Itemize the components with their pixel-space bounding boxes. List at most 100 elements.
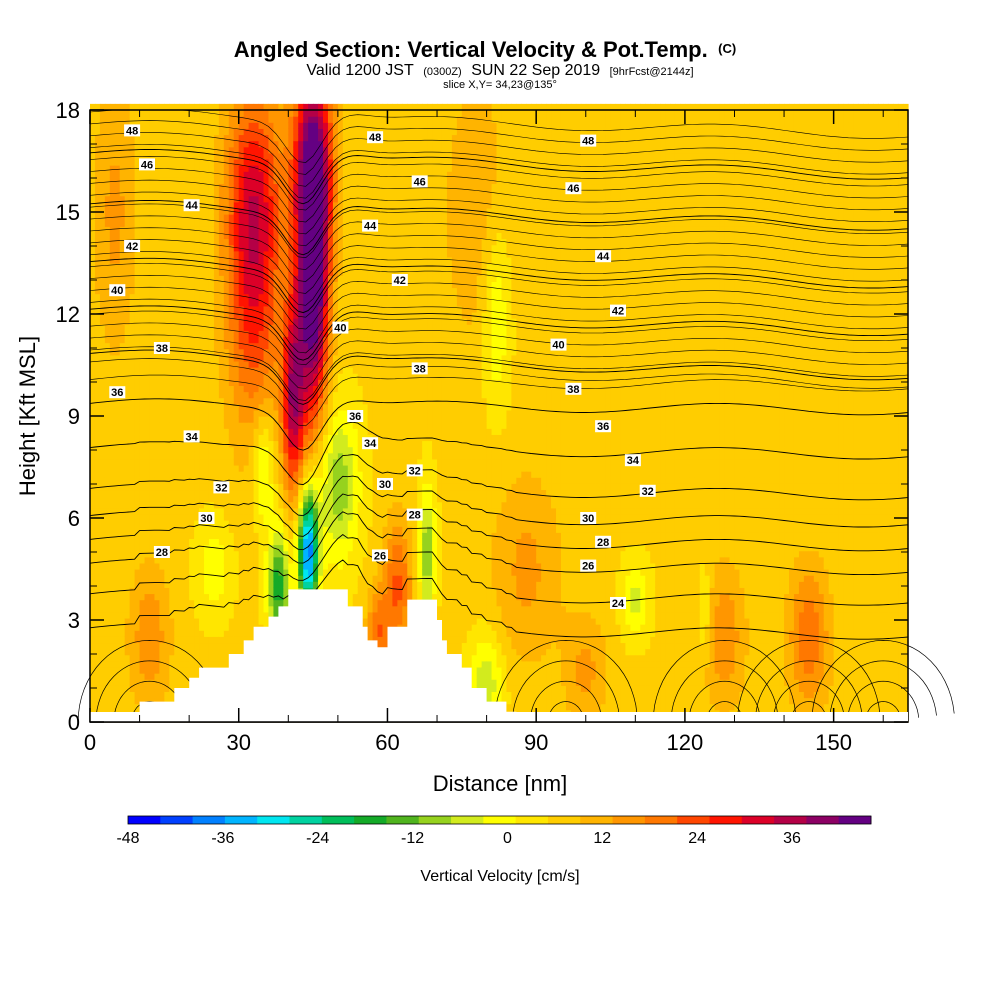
velocity-cell [283, 409, 289, 417]
velocity-cell [253, 342, 260, 350]
velocity-cell [199, 575, 205, 582]
velocity-cell [104, 464, 111, 472]
velocity-cell [213, 379, 220, 386]
velocity-cell [169, 110, 175, 117]
velocity-cell [189, 281, 195, 289]
velocity-cell [104, 446, 111, 454]
velocity-cell [149, 697, 156, 705]
velocity-cell [253, 544, 260, 552]
velocity-cell [318, 201, 324, 209]
velocity-cell [194, 354, 200, 362]
velocity-cell [253, 562, 260, 570]
velocity-cell [124, 220, 131, 227]
velocity-cell [233, 605, 240, 613]
velocity-cell [293, 416, 299, 423]
velocity-cell [184, 489, 190, 497]
velocity-cell [288, 134, 294, 142]
velocity-cell [134, 152, 141, 160]
velocity-cell [104, 489, 111, 497]
velocity-cell [169, 416, 175, 423]
velocity-cell [129, 562, 136, 570]
velocity-cell [208, 116, 215, 123]
velocity-cell [318, 532, 324, 539]
velocity-cell [90, 281, 96, 289]
velocity-cell [223, 165, 230, 172]
velocity-cell [283, 201, 289, 209]
velocity-cell [159, 311, 165, 319]
velocity-cell [169, 611, 175, 619]
velocity-cell [243, 532, 250, 539]
velocity-cell [179, 122, 185, 129]
velocity-cell [238, 232, 245, 240]
velocity-cell [199, 532, 205, 539]
velocity-cell [273, 146, 279, 154]
velocity-cell [253, 409, 260, 417]
velocity-cell [263, 275, 270, 282]
velocity-cell [194, 305, 200, 313]
velocity-cell [238, 367, 245, 374]
velocity-cell [194, 562, 200, 570]
velocity-cell [233, 207, 240, 215]
velocity-cell [119, 532, 126, 539]
velocity-cell [318, 146, 324, 154]
velocity-cell [114, 471, 121, 478]
velocity-cell [90, 440, 96, 448]
velocity-cell [114, 146, 121, 154]
velocity-cell [278, 452, 284, 460]
velocity-cell [149, 201, 156, 209]
velocity-cell [233, 201, 240, 209]
velocity-cell [129, 214, 136, 221]
velocity-cell [99, 581, 106, 588]
velocity-cell [208, 165, 215, 172]
velocity-cell [283, 177, 289, 185]
velocity-cell [119, 507, 126, 515]
velocity-cell [144, 214, 151, 221]
velocity-cell [233, 648, 240, 656]
velocity-cell [129, 520, 136, 527]
velocity-cell [179, 158, 185, 166]
velocity-cell [184, 360, 190, 368]
velocity-cell [94, 416, 101, 423]
velocity-cell [149, 458, 156, 466]
velocity-cell [119, 648, 126, 656]
velocity-cell [109, 367, 116, 374]
velocity-cell [283, 422, 289, 429]
velocity-cell [308, 458, 314, 466]
velocity-cell [233, 446, 240, 454]
velocity-cell [119, 495, 126, 503]
velocity-cell [308, 544, 314, 552]
velocity-cell [104, 158, 111, 166]
velocity-cell [104, 685, 111, 692]
velocity-cell [213, 360, 220, 368]
velocity-cell [94, 195, 101, 203]
velocity-cell [154, 360, 161, 368]
velocity-cell [273, 250, 279, 258]
velocity-cell [243, 158, 250, 166]
velocity-cell [179, 605, 185, 613]
velocity-cell [99, 116, 106, 123]
velocity-cell [253, 214, 260, 221]
velocity-cell [323, 214, 329, 221]
velocity-cell [228, 318, 235, 325]
velocity-cell [90, 636, 96, 644]
velocity-cell [154, 305, 161, 313]
velocity-cell [129, 464, 136, 472]
velocity-cell [90, 532, 96, 539]
velocity-cell [253, 146, 260, 154]
velocity-cell [184, 673, 190, 680]
velocity-cell [208, 152, 215, 160]
velocity-cell [194, 299, 200, 307]
velocity-cell [233, 116, 240, 123]
velocity-cell [293, 428, 299, 435]
velocity-cell [248, 422, 255, 429]
velocity-cell [124, 330, 131, 338]
velocity-cell [263, 440, 270, 448]
velocity-cell [204, 311, 210, 319]
velocity-cell [174, 648, 180, 656]
velocity-cell [313, 354, 319, 362]
velocity-cell [288, 532, 294, 539]
velocity-cell [263, 293, 270, 301]
velocity-cell [179, 403, 185, 411]
velocity-cell [258, 103, 265, 111]
velocity-cell [119, 660, 126, 668]
